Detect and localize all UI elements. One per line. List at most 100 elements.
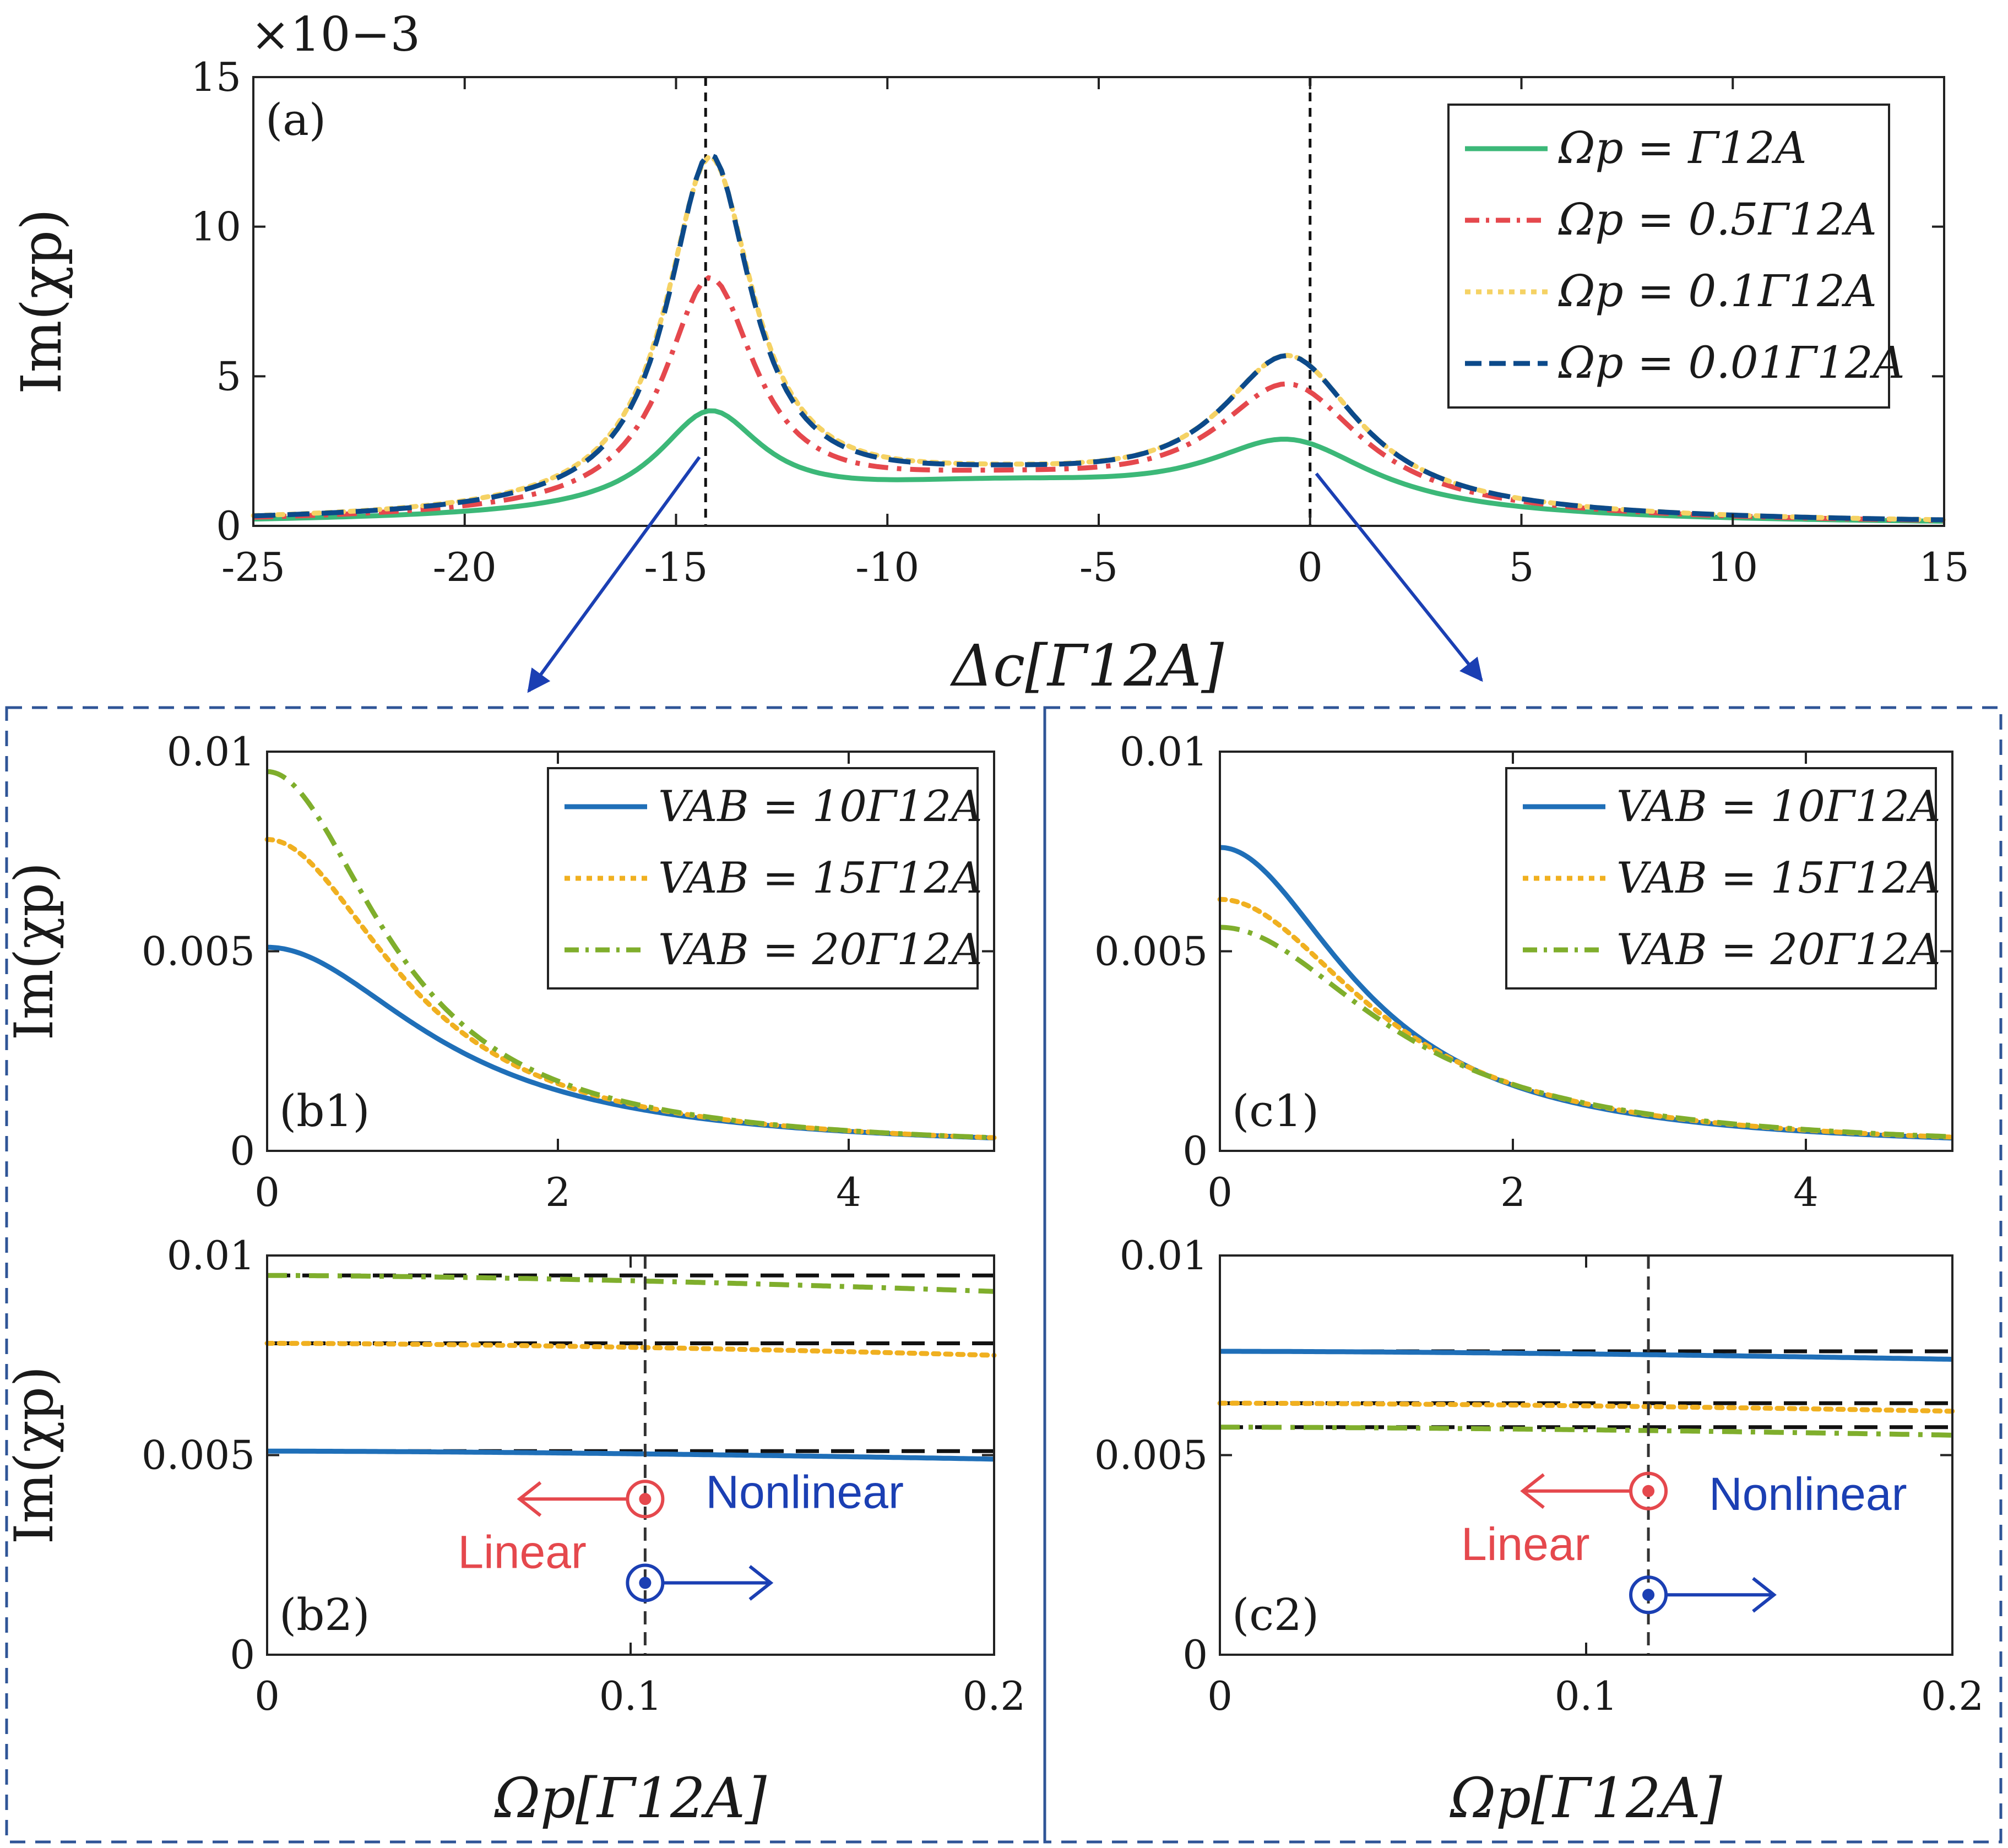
exponent-label: ×10−3 [251, 7, 420, 62]
series-line [267, 1448, 995, 1462]
series-line [267, 1273, 995, 1294]
nonlinear-marker-dot [639, 1577, 652, 1589]
x-tick-label: 0.1 [599, 1673, 663, 1719]
x-tick-label: 0 [1207, 1673, 1233, 1719]
x-tick-label: 0 [1207, 1169, 1233, 1215]
series-line [1220, 1425, 1953, 1438]
y-tick-label: 0 [230, 1128, 255, 1174]
x-tick-label: -15 [644, 544, 708, 590]
panel-label: (c2) [1232, 1589, 1319, 1640]
series-line [1217, 1400, 1955, 1414]
panel-label: (a) [265, 94, 326, 145]
y-axis-label: Im(χp) [3, 862, 65, 1040]
linear-marker-dot [639, 1493, 652, 1505]
legend-entry: VAB = 10Γ12A [1616, 782, 1941, 831]
nonlinear-marker-icon [626, 1563, 665, 1602]
y-tick-label: 0.005 [142, 928, 255, 975]
linear-label: Linear [1461, 1518, 1590, 1570]
y-tick-label: 0 [1182, 1128, 1208, 1174]
legend-entry: VAB = 15Γ12A [1616, 854, 1941, 903]
nonlinear-marker-icon [1629, 1575, 1668, 1615]
panel-label: (b1) [279, 1085, 370, 1137]
frame-b [5, 706, 1046, 1844]
x-tick-label: 10 [1707, 544, 1758, 590]
panel-b2: 0 0.1 0.2 0 0.005 0.01 (b2) Ωp[Γ12A] Im(χp) Linea… [3, 1232, 1025, 1830]
nonlinear-arrow-head [1752, 1577, 1777, 1613]
linear-marker-icon [626, 1480, 665, 1519]
legend-entry: Ωp = Γ12A [1558, 122, 1807, 173]
linear-label: Linear [458, 1526, 587, 1578]
legend-box [1447, 104, 1890, 409]
x-tick-label: 0 [254, 1169, 280, 1215]
panel-c2: 0 0.1 0.2 0 0.005 0.01 (c2) Ωp[Γ12A] Linear Nonli… [1094, 1232, 1984, 1830]
panel-a: -25 -20 -15 -10 -5 0 5 10 15 0 5 10 15 (a) ×10−3 Δc[Γ12… [9, 7, 1969, 699]
legend: Ωp = Γ12A Ωp = 0.5Γ12A Ωp = 0.1Γ12A Ωp = 0.… [1447, 104, 1905, 409]
legend-entry: VAB = 10Γ12A [658, 782, 983, 831]
y-tick-label: 15 [191, 54, 241, 100]
nonlinear-label: Nonlinear [705, 1466, 904, 1518]
zoom-arrows [527, 456, 1483, 693]
x-axis-label: Ωp[Γ12A] [494, 1766, 767, 1830]
legend-entry: VAB = 20Γ12A [1616, 925, 1941, 975]
y-tick-label: 0.01 [167, 1232, 255, 1279]
x-tick-label: -10 [855, 544, 919, 590]
x-axis-label: Ωp[Γ12A] [1450, 1766, 1723, 1830]
subplot-frames [5, 706, 2002, 1844]
x-tick-label: 15 [1919, 544, 1969, 590]
x-tick-label: -5 [1079, 544, 1118, 590]
zoom-arrow-left [527, 456, 701, 693]
x-tick-label: 0.1 [1555, 1673, 1618, 1719]
series-line [267, 769, 995, 1140]
legend: VAB = 10Γ12A VAB = 15Γ12A VAB = 20Γ12A [547, 767, 983, 990]
x-tick-label: 4 [1793, 1169, 1819, 1215]
y-axis-label: Im(χp) [3, 1366, 65, 1544]
panel-label: (b2) [279, 1589, 370, 1640]
y-tick-label: 0.005 [142, 1432, 255, 1479]
series-line [1220, 1349, 1953, 1362]
y-tick-label: 0 [230, 1632, 255, 1678]
linear-arrow-head [1520, 1473, 1545, 1509]
x-tick-label: 0 [254, 1673, 280, 1719]
y-tick-label: 5 [216, 353, 241, 399]
x-axis-label: Δc[Γ12A] [949, 632, 1224, 699]
zoom-arrow-right [1315, 472, 1483, 682]
x-tick-label: 0.2 [1921, 1673, 1984, 1719]
y-tick-label: 0 [1182, 1632, 1208, 1678]
x-tick-label: 0 [1298, 544, 1323, 590]
series-line [253, 151, 1945, 523]
linear-arrow-head [517, 1481, 542, 1517]
legend-entry: Ωp = 0.01Γ12A [1558, 337, 1905, 388]
x-tick-label: 2 [545, 1169, 571, 1215]
y-tick-label: 0.005 [1094, 1432, 1208, 1479]
y-tick-label: 0.01 [167, 729, 255, 775]
legend: VAB = 10Γ12A VAB = 15Γ12A VAB = 20Γ12A [1505, 767, 1941, 990]
legend-entry: VAB = 15Γ12A [658, 854, 983, 903]
legend-entry: VAB = 20Γ12A [658, 925, 983, 975]
x-tick-label: -25 [221, 544, 285, 590]
y-axis-label: Im(χp) [9, 209, 74, 394]
y-tick-label: 0.01 [1120, 1232, 1208, 1279]
y-tick-label: 10 [191, 204, 241, 250]
series-line [1219, 925, 1953, 1139]
x-tick-label: 4 [836, 1169, 861, 1215]
y-tick-label: 0 [216, 503, 241, 549]
y-tick-label: 0.005 [1094, 928, 1208, 975]
panel-c1: 0 2 4 0 0.005 0.01 (c1) VAB = 10Γ12A VAB = 15Γ12… [1094, 729, 1955, 1215]
x-tick-label: 5 [1509, 544, 1534, 590]
legend-entry: Ωp = 0.5Γ12A [1558, 194, 1877, 245]
y-tick-label: 0.01 [1120, 729, 1208, 775]
nonlinear-arrow-head [748, 1565, 774, 1601]
linear-marker-icon [1629, 1471, 1668, 1510]
frame-c [1043, 706, 2002, 1844]
x-tick-label: -20 [433, 544, 497, 590]
panel-label: (c1) [1232, 1085, 1319, 1137]
x-tick-label: 0.2 [963, 1673, 1026, 1719]
x-tick-label: 2 [1500, 1169, 1526, 1215]
legend-entry: Ωp = 0.1Γ12A [1558, 265, 1877, 317]
nonlinear-label: Nonlinear [1709, 1468, 1907, 1520]
nonlinear-marker-dot [1642, 1589, 1655, 1601]
series-line [264, 1341, 997, 1358]
linear-marker-dot [1642, 1485, 1655, 1497]
